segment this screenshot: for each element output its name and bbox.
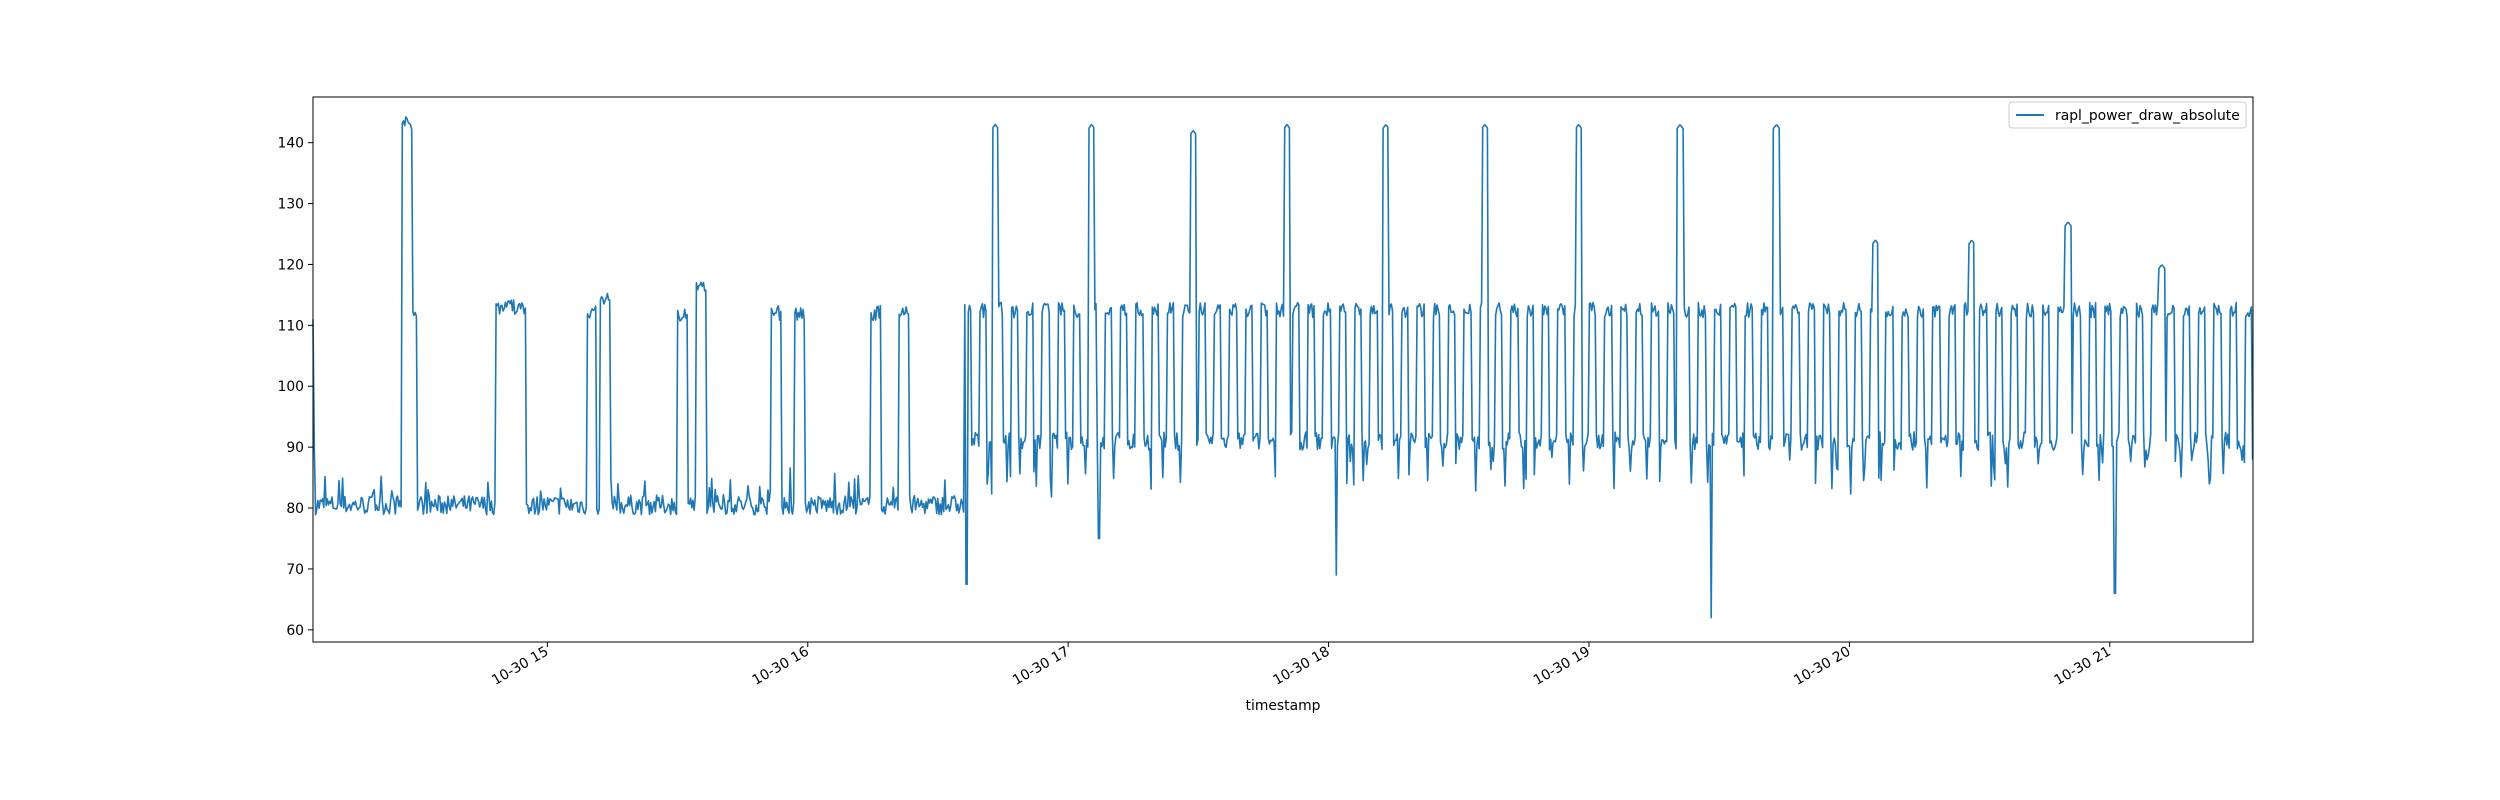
y-tick-label: 130 (277, 197, 304, 213)
y-tick-label: 120 (277, 257, 304, 273)
y-tick-label: 60 (286, 623, 304, 639)
y-tick-label: 80 (286, 501, 304, 517)
series-line-rapl-power-draw-absolute (312, 116, 2254, 619)
y-tick-label: 70 (286, 562, 304, 578)
y-tick-label: 110 (277, 318, 304, 334)
legend-label: rapl_power_draw_absolute (2055, 108, 2240, 124)
x-axis-title: timestamp (1246, 698, 1321, 714)
y-tick-label: 90 (286, 440, 304, 456)
legend: rapl_power_draw_absolute (2008, 101, 2247, 129)
y-tick-label: 140 (277, 136, 304, 152)
y-tick-label: 100 (277, 379, 304, 395)
plot-frame (312, 96, 2254, 643)
legend-box (2008, 101, 2247, 129)
y-axis: 60 70 80 90 100 110 120 130 140 (277, 136, 313, 639)
